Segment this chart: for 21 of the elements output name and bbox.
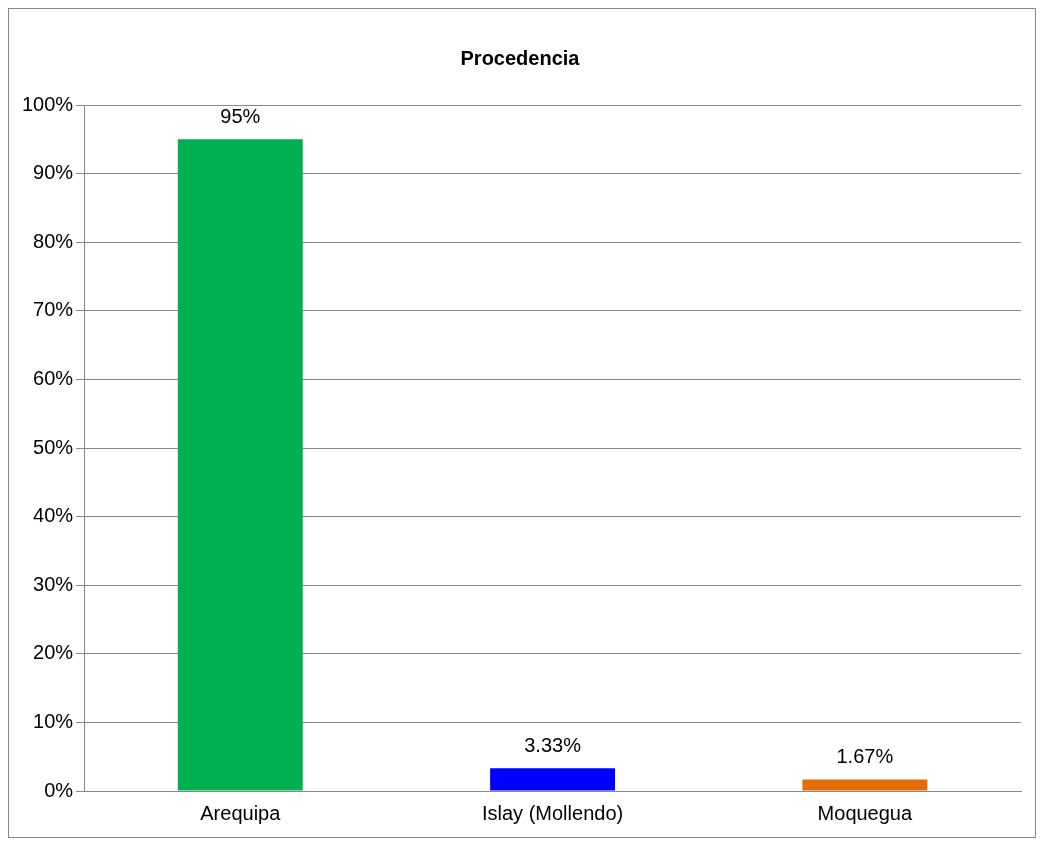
y-tick-label: 50%	[33, 435, 74, 458]
bar	[490, 768, 616, 791]
y-tick-label: 70%	[33, 298, 74, 321]
data-label: 1.67%	[836, 745, 894, 768]
y-tick-label: 40%	[33, 504, 74, 527]
x-tick-label: Moquegua	[817, 801, 913, 824]
y-tick-label: 0%	[44, 778, 74, 801]
x-tick-label: Arequipa	[200, 801, 282, 824]
data-label: 95%	[220, 104, 261, 127]
bar	[177, 139, 303, 791]
data-label: 3.33%	[524, 733, 582, 756]
y-tick-label: 30%	[33, 572, 74, 595]
y-tick-label: 90%	[33, 161, 74, 184]
y-tick-label: 80%	[33, 229, 74, 252]
chart-title: Procedencia	[460, 46, 581, 69]
y-tick-label: 60%	[33, 366, 74, 389]
y-tick-label: 20%	[33, 641, 74, 664]
bar	[802, 779, 928, 791]
x-tick-label: Islay (Mollendo)	[481, 801, 624, 824]
y-tick-label: 10%	[33, 709, 74, 732]
y-tick-label: 100%	[22, 92, 74, 115]
